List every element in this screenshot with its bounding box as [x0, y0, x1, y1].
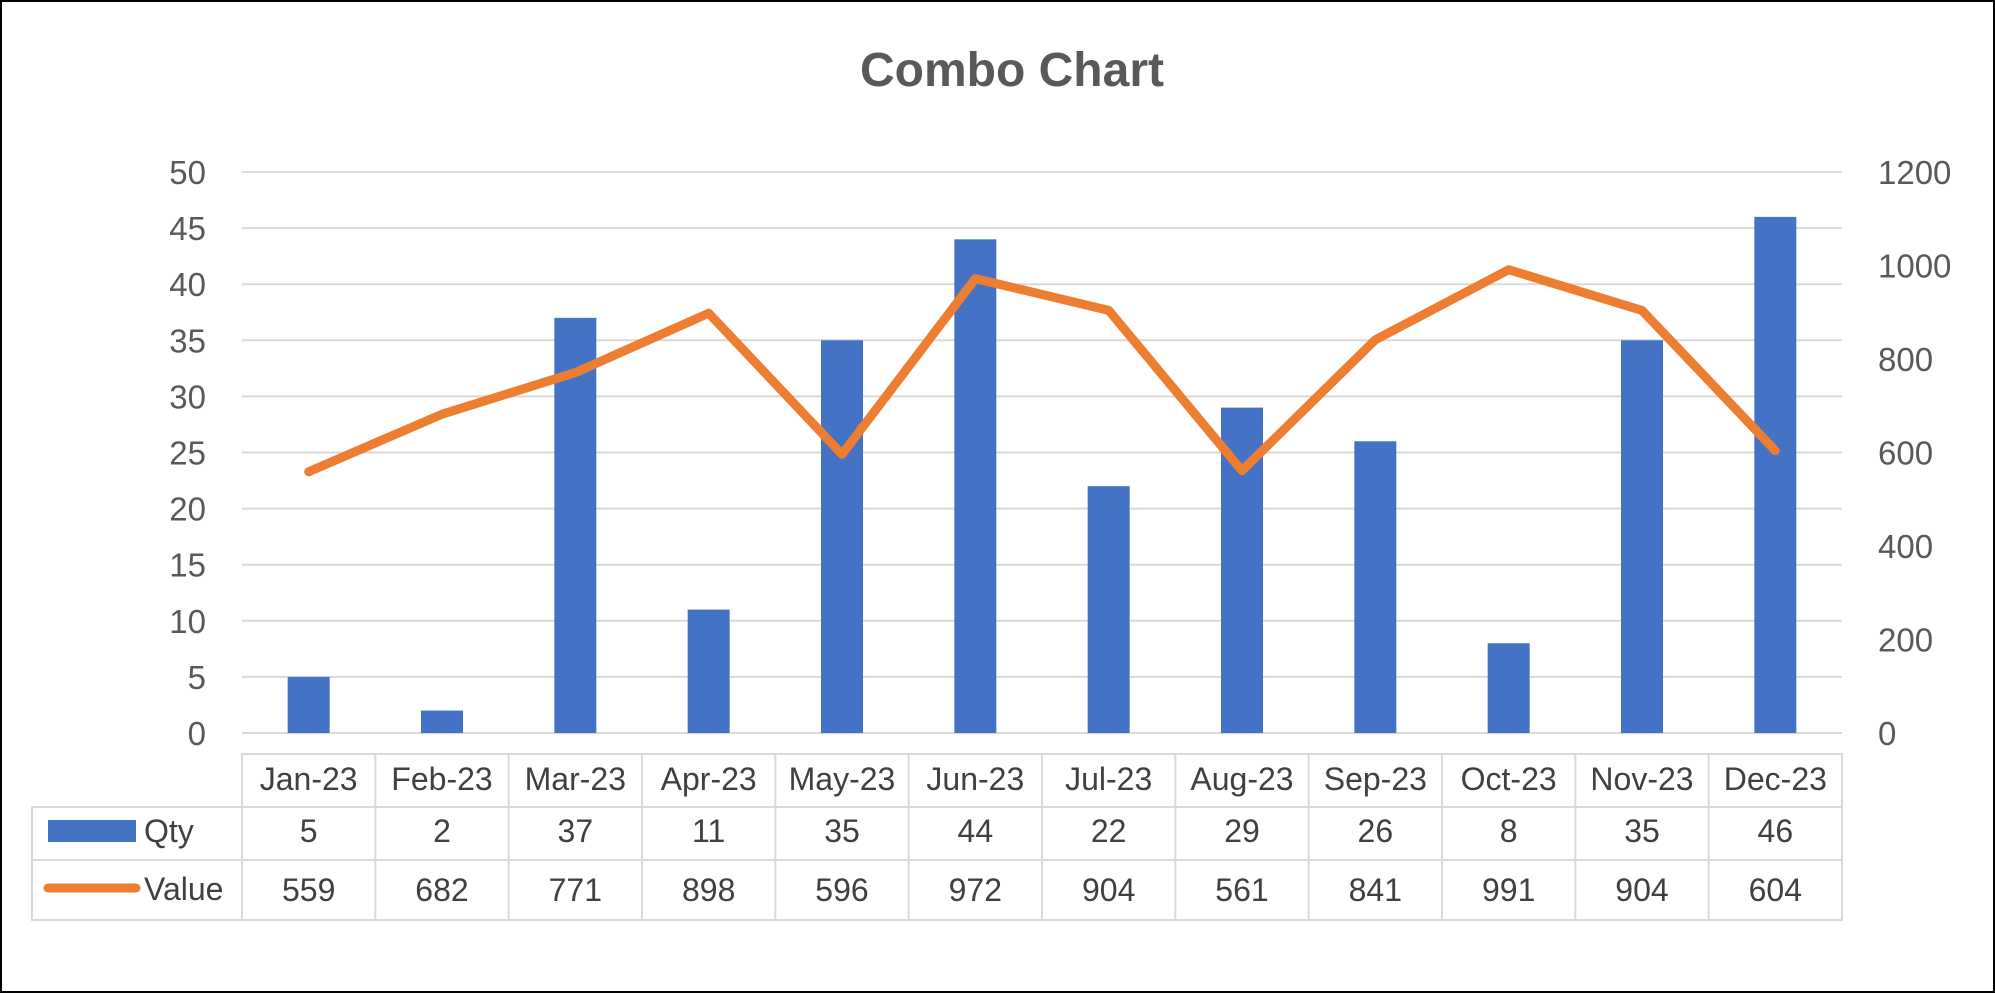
value-data-label: 771: [549, 872, 602, 908]
category-label: Dec-23: [1724, 761, 1827, 797]
qty-data-label: 8: [1500, 813, 1518, 849]
data-table: Jan-235559Feb-232682Mar-2337771Apr-23118…: [32, 754, 1842, 920]
category-label: Nov-23: [1590, 761, 1693, 797]
left-tick-label: 5: [188, 659, 206, 696]
qty-data-label: 35: [1624, 813, 1660, 849]
left-tick-label: 10: [169, 603, 206, 640]
right-tick-label: 400: [1878, 528, 1933, 565]
value-data-label: 904: [1615, 872, 1668, 908]
category-label: Sep-23: [1324, 761, 1427, 797]
qty-data-label: 37: [558, 813, 594, 849]
left-tick-label: 40: [169, 266, 206, 303]
qty-data-label: 46: [1758, 813, 1794, 849]
right-tick-label: 200: [1878, 622, 1933, 659]
qty-data-label: 29: [1224, 813, 1260, 849]
left-tick-label: 45: [169, 210, 206, 247]
value-series-line: [309, 270, 1776, 472]
value-data-label: 904: [1082, 872, 1135, 908]
qty-bar-sep-23: [1354, 441, 1396, 733]
qty-bar-jun-23: [954, 239, 996, 733]
category-label: Aug-23: [1190, 761, 1293, 797]
left-tick-label: 30: [169, 378, 206, 415]
value-data-label: 898: [682, 872, 735, 908]
value-data-label: 561: [1215, 872, 1268, 908]
qty-bar-nov-23: [1621, 340, 1663, 733]
qty-bar-may-23: [821, 340, 863, 733]
left-tick-label: 50: [169, 154, 206, 191]
left-tick-label: 0: [188, 715, 206, 752]
qty-bar-feb-23: [421, 711, 463, 733]
category-label: Mar-23: [525, 761, 626, 797]
value-data-label: 604: [1749, 872, 1802, 908]
gridlines: [242, 172, 1842, 733]
category-label: Oct-23: [1461, 761, 1557, 797]
value-series-name: Value: [144, 871, 223, 907]
qty-data-label: 22: [1091, 813, 1127, 849]
qty-bar-oct-23: [1488, 643, 1530, 733]
left-tick-label: 20: [169, 491, 206, 528]
left-axis: 0 5 10 15 20 25 30 35 40 45 50: [169, 154, 206, 752]
right-tick-label: 0: [1878, 715, 1896, 752]
qty-bar-apr-23: [688, 610, 730, 733]
value-data-label: 596: [815, 872, 868, 908]
left-tick-label: 15: [169, 547, 206, 584]
qty-data-label: 11: [692, 813, 725, 849]
qty-bar-dec-23: [1754, 217, 1796, 733]
right-tick-label: 1000: [1878, 248, 1951, 285]
right-axis: 0 200 400 600 800 1000 1200: [1878, 154, 1951, 752]
category-label: Jul-23: [1065, 761, 1152, 797]
value-line: [309, 270, 1776, 472]
qty-legend-key: [48, 820, 136, 842]
qty-bar-jan-23: [288, 677, 330, 733]
left-tick-label: 35: [169, 322, 206, 359]
value-data-label: 841: [1349, 872, 1402, 908]
qty-series-name: Qty: [144, 813, 194, 849]
value-data-label: 972: [949, 872, 1002, 908]
qty-data-label: 26: [1358, 813, 1394, 849]
value-data-label: 559: [282, 872, 335, 908]
qty-data-label: 2: [433, 813, 451, 849]
value-data-label: 682: [415, 872, 468, 908]
right-tick-label: 600: [1878, 435, 1933, 472]
left-tick-label: 25: [169, 435, 206, 472]
category-label: Feb-23: [391, 761, 492, 797]
category-label: Jun-23: [926, 761, 1024, 797]
qty-data-label: 5: [300, 813, 318, 849]
chart-title: Combo Chart: [860, 44, 1164, 97]
category-label: Apr-23: [661, 761, 757, 797]
qty-bar-jul-23: [1088, 486, 1130, 733]
category-label: Jan-23: [260, 761, 358, 797]
right-tick-label: 800: [1878, 341, 1933, 378]
qty-data-label: 35: [824, 813, 860, 849]
value-data-label: 991: [1482, 872, 1535, 908]
category-label: May-23: [789, 761, 896, 797]
qty-data-label: 44: [958, 813, 994, 849]
right-tick-label: 1200: [1878, 154, 1951, 191]
